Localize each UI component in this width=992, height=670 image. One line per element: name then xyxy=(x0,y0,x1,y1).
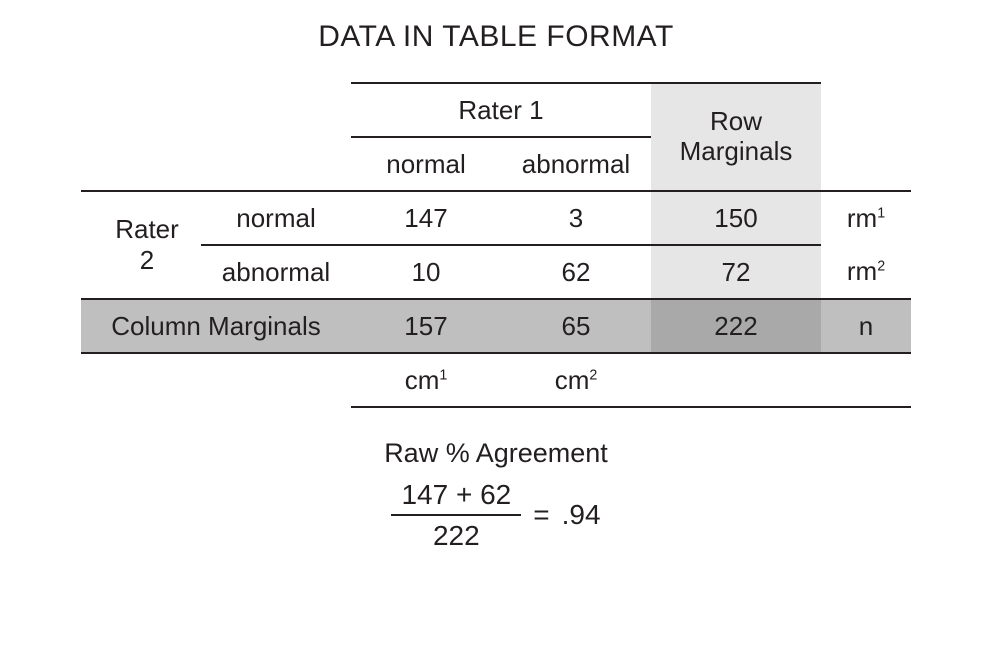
row-annot: rm1 xyxy=(821,191,911,245)
data-table: Rater 1 Row Marginals normal abnormal Ra… xyxy=(81,82,911,408)
col-marginal: 65 xyxy=(501,299,651,353)
row-marginals-label: Row Marginals xyxy=(651,83,821,191)
grand-total-annot: n xyxy=(821,299,911,353)
grand-total: 222 xyxy=(651,299,821,353)
fraction: 147 + 62 222 xyxy=(391,477,521,553)
row-header-group: Rater 2 xyxy=(81,191,201,299)
cell: 62 xyxy=(501,245,651,299)
cell: 10 xyxy=(351,245,501,299)
agreement-label: Raw % Agreement xyxy=(0,438,992,469)
col-header-normal: normal xyxy=(351,137,501,191)
denominator: 222 xyxy=(433,516,480,553)
col-footnote: cm2 xyxy=(501,353,651,407)
annot-base: rm xyxy=(847,256,877,286)
row-marginal: 72 xyxy=(651,245,821,299)
equals-sign: = xyxy=(533,499,549,531)
annot-sup: 2 xyxy=(877,258,885,274)
table-row: abnormal 10 62 72 rm2 xyxy=(81,245,911,299)
col-header-group: Rater 1 xyxy=(351,83,651,137)
result: .94 xyxy=(562,499,601,531)
annot-base: cm xyxy=(405,365,440,395)
row-label: normal xyxy=(201,191,351,245)
header-row-1: Rater 1 Row Marginals xyxy=(81,83,911,137)
annot-base: rm xyxy=(847,203,877,233)
annot-sup: 1 xyxy=(439,367,447,383)
col-header-abnormal: abnormal xyxy=(501,137,651,191)
agreement-section: Raw % Agreement 147 + 62 222 = .94 xyxy=(0,438,992,553)
col-footnote: cm1 xyxy=(351,353,501,407)
page: DATA IN TABLE FORMAT Rater 1 Row Margina… xyxy=(0,0,992,670)
table-row: Rater 2 normal 147 3 150 rm1 xyxy=(81,191,911,245)
numerator: 147 + 62 xyxy=(391,477,521,516)
col-marginal: 157 xyxy=(351,299,501,353)
annot-base: cm xyxy=(555,365,590,395)
page-title: DATA IN TABLE FORMAT xyxy=(0,0,992,54)
row-label: abnormal xyxy=(201,245,351,299)
row-annot: rm2 xyxy=(821,245,911,299)
agreement-equation: 147 + 62 222 = .94 xyxy=(391,477,600,553)
col-footnote-row: cm1 cm2 xyxy=(81,353,911,407)
col-marginals-label: Column Marginals xyxy=(81,299,351,353)
cell: 3 xyxy=(501,191,651,245)
cell: 147 xyxy=(351,191,501,245)
annot-sup: 1 xyxy=(877,205,885,221)
row-marginal: 150 xyxy=(651,191,821,245)
column-marginals-row: Column Marginals 157 65 222 n xyxy=(81,299,911,353)
annot-sup: 2 xyxy=(589,367,597,383)
